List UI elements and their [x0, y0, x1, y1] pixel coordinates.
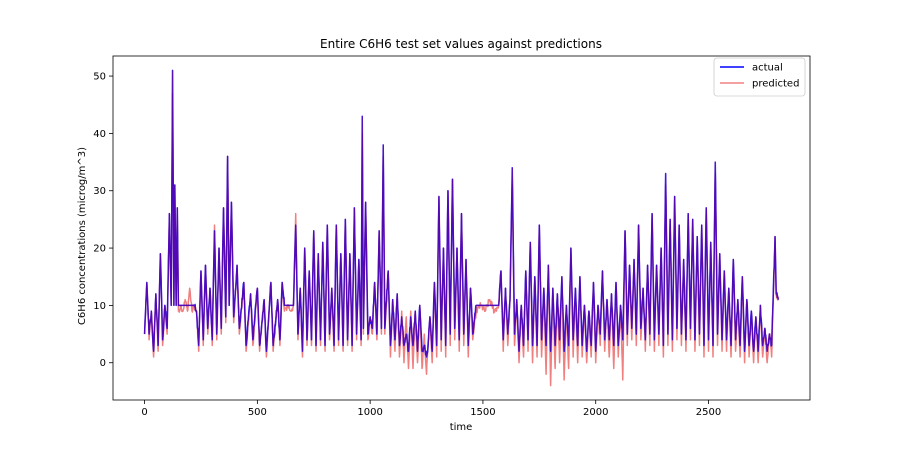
legend: actual predicted — [713, 57, 806, 97]
y-tick-label: 10 — [93, 301, 106, 312]
series-layer — [143, 69, 780, 387]
series-overlap-shading — [143, 70, 780, 358]
y-tick-label: 50 — [93, 72, 106, 83]
x-tick-label: 2500 — [696, 407, 721, 418]
axes: 0 500 1000 1500 2000 2500 0 10 20 30 40 50 — [93, 55, 811, 418]
y-tick-label: 30 — [93, 186, 106, 197]
axes-frame — [112, 55, 811, 401]
y-tick-label: 20 — [93, 244, 106, 255]
legend-label-actual: actual — [752, 63, 783, 74]
x-axis-label: time — [450, 422, 473, 433]
x-tick-label: 2000 — [583, 407, 608, 418]
chart-title: Entire C6H6 test set values against pred… — [320, 37, 602, 51]
x-tick-label: 1000 — [357, 407, 382, 418]
y-tick-label: 40 — [93, 129, 106, 140]
x-tick-label: 500 — [248, 407, 267, 418]
x-tick-label: 1500 — [470, 407, 495, 418]
legend-label-predicted: predicted — [752, 79, 799, 90]
y-axis-label: C6H6 concentrations (microg/m^3) — [77, 147, 88, 325]
y-tick-label: 0 — [100, 358, 106, 369]
x-tick-label: 0 — [141, 407, 147, 418]
